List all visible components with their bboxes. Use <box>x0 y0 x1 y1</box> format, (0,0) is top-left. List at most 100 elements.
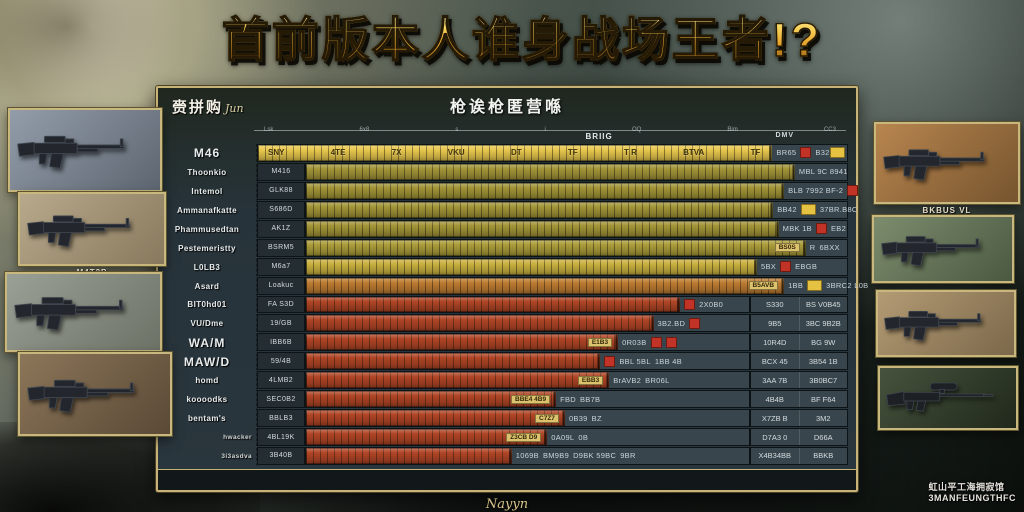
trail-value: BBL 5BL <box>619 356 651 366</box>
stat-bar <box>306 258 758 275</box>
ruler-tick-label: Bim <box>727 127 738 133</box>
stat-bar: C7Z7 <box>306 410 565 427</box>
right-value-cells: 4B4B BF F64 <box>749 391 847 408</box>
ruler-tick-label: 6x8 <box>359 127 370 133</box>
red-badge <box>689 317 701 329</box>
weapon-card-r-3[interactable] <box>876 290 1016 357</box>
right-value: BBKB <box>813 451 834 461</box>
weapon-card-r-2[interactable] <box>872 215 1014 283</box>
trail-value: R <box>809 243 816 253</box>
right-value: 3M2 <box>815 413 831 423</box>
weapon-card-l-3[interactable] <box>5 272 162 352</box>
bar-track: 5BX EBGB <box>305 257 848 276</box>
bar-flow: MBL 9C 8941 <box>306 163 848 180</box>
bar-segment-label: BTVA <box>683 148 705 158</box>
red-badge <box>604 355 616 367</box>
bar-segment-label: T R <box>623 148 637 158</box>
bar-flow: EBB3 BrAVB2 BR06L <box>306 372 749 389</box>
left-header-script: Jun <box>225 102 244 115</box>
right-value: S330 <box>751 296 800 313</box>
weapon-name-label: koooodks <box>186 395 228 405</box>
red-badge <box>665 336 677 348</box>
weapon-card-r-1[interactable]: BKBUS VL <box>874 122 1020 215</box>
trail-value: BM9B9 <box>542 451 570 461</box>
stat-bar <box>306 448 512 464</box>
weapon-card-r-4[interactable] <box>878 366 1018 430</box>
rifle-silhouette-icon <box>882 149 985 181</box>
bar-flow: BLB 7992 BF-2 <box>306 182 859 199</box>
weapon-name-label: BIT0hd01 <box>187 300 227 310</box>
trail-value: MBK 1B <box>782 224 812 234</box>
bar-value-chip: Z3CB D9 <box>506 432 542 442</box>
bar-track: BBL 5BL 1BB 4B BCX 45 3B54 1B <box>305 352 848 371</box>
red-badge <box>815 223 827 235</box>
row-label-cell: BSRM5 <box>257 238 305 257</box>
bar-track: 1069B BM9B9 D9BK 59BC 9BR X4B34BB BBKB <box>305 447 848 465</box>
trail-value: 2X0B0 <box>699 299 724 309</box>
weapon-name-label: WA/M <box>188 335 226 350</box>
bar-segment-label: 7X <box>391 148 402 158</box>
stat-bar <box>306 315 654 332</box>
rifle-silhouette-icon <box>14 297 124 331</box>
weapon-name-label: Thoonkio <box>187 167 227 177</box>
bar-track: BBE4 4B9 FBD BB7B 4B4B BF F64 <box>305 390 848 409</box>
stat-bar: B5AVB <box>306 277 785 294</box>
row-label-column: M46 Thoonkio Intemol Ammanafkatte Phammusedt… <box>162 144 252 466</box>
weapon-name-label: Ammanafkatte <box>177 205 237 215</box>
weapon-card-l-1[interactable] <box>8 108 162 192</box>
rifle-silhouette-icon <box>880 235 980 267</box>
trail-value: MBL 9C 8941 <box>798 167 848 177</box>
row-label-cell: IBB6B <box>257 333 305 352</box>
stat-bar <box>306 201 774 218</box>
bar-track: Z3CB D9 0A09L 0B D7A3 0 D66A <box>305 428 848 446</box>
stats-table: SNY 4TE 7X VKU DT TF T R BTVA TF BR65 B32 M416 MBL 9… <box>256 144 868 466</box>
table-row: Loakuc B5AVB 1BB 3BRC2 L0B <box>257 276 868 295</box>
weapon-card-l-2[interactable]: M4T3P <box>18 192 166 277</box>
watermark-line1: 虹山平工海拥寂馆 <box>928 482 1005 492</box>
trail-value: 37BR.B8C <box>819 205 858 215</box>
left-column-header: 赍拼购 Jun <box>172 99 244 116</box>
bar-segment-label: SNY <box>268 148 285 158</box>
trail-value: 5BX <box>761 262 777 272</box>
table-row: IBB6B E1B3 0R03B 10R4D BG 9W <box>257 333 848 352</box>
weapon-name-label: Intemol <box>191 186 223 196</box>
bar-value-chip: C7Z7 <box>535 413 559 423</box>
row-label-cell: S686D <box>257 200 305 219</box>
right-value-cells: 10R4D BG 9W <box>749 334 847 351</box>
rifle-silhouette-icon <box>27 215 130 247</box>
trail-value: 1BB <box>788 281 804 291</box>
bar-flow: 3B2.BD <box>306 315 749 332</box>
trail-value: BrAVB2 <box>613 375 642 385</box>
trail-value: BB7B <box>579 394 601 404</box>
right-value: BG 9W <box>811 337 836 347</box>
trail-value: D9BK 59BC <box>573 451 617 461</box>
trail-value: BZ <box>591 413 602 423</box>
weapon-name-label: hwacker <box>223 434 252 442</box>
stat-bar <box>306 296 681 313</box>
right-value: 10R4D <box>751 334 800 351</box>
red-badge <box>780 261 792 273</box>
right-value: D7A3 0 <box>751 429 800 445</box>
bar-flow: 1069B BM9B9 D9BK 59BC 9BR <box>306 448 749 464</box>
bar-value-chip: B5AVB <box>748 281 779 291</box>
column-subheader: BRIIG DMV <box>254 132 846 143</box>
bar-flow: BS0S R 6BXX <box>306 239 847 256</box>
right-value: X7ZB B <box>751 410 800 427</box>
row-label-cell: Loakuc <box>257 276 305 295</box>
right-value: 3B54 1B <box>808 356 838 366</box>
ruler-tick-label: s <box>455 127 459 133</box>
bar-flow: 2X0B0 <box>306 296 749 313</box>
right-value-cells: D7A3 0 D66A <box>749 429 847 445</box>
rifle-silhouette-icon <box>27 379 135 413</box>
row-label-cell: 4LMB2 <box>257 371 305 390</box>
page-title: 首前版本人谁身战场王者!? <box>150 2 894 68</box>
sniper-silhouette-icon <box>886 382 994 412</box>
stat-bar <box>306 182 785 199</box>
yellow-badge <box>800 204 816 216</box>
watermark: 虹山平工海拥寂馆 3MANFEUNGTHFC <box>929 482 1017 504</box>
trail-value: 1069B <box>515 451 539 461</box>
weapon-card-l-4[interactable] <box>18 352 172 436</box>
weapon-name-label: Asard <box>194 281 220 291</box>
trail-value: 6BXX <box>819 243 840 253</box>
rifle-silhouette-icon <box>17 135 125 169</box>
